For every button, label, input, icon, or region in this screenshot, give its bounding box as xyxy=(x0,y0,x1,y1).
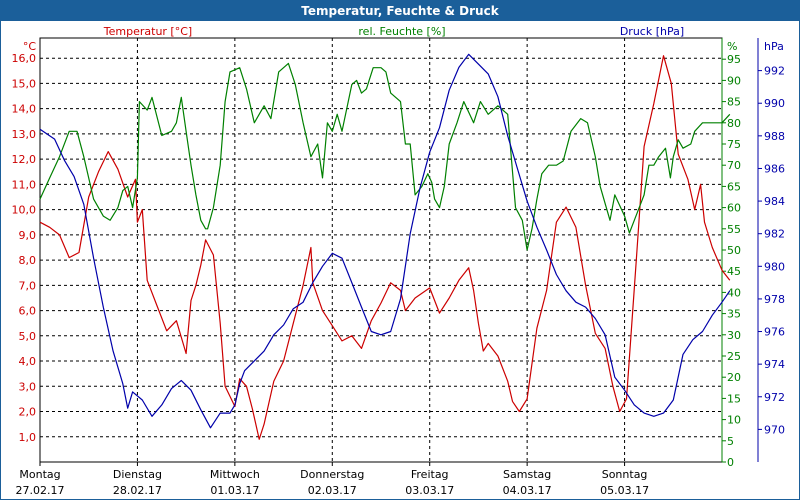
pressure-tick-label: 988 xyxy=(764,130,785,143)
temperature-tick-label: 4,0 xyxy=(19,355,37,368)
humidity-tick-label: 60 xyxy=(727,202,741,215)
legend-label-humidity: rel. Feuchte [%] xyxy=(358,25,445,38)
humidity-tick-label: 70 xyxy=(727,159,741,172)
pressure-axis-unit: hPa xyxy=(764,40,784,53)
humidity-tick-label: 90 xyxy=(727,74,741,87)
series-line-humidity xyxy=(39,62,731,251)
x-tick-day-label: Freitag xyxy=(411,468,449,481)
pressure-tick-label: 972 xyxy=(764,391,785,404)
humidity-tick-label: 65 xyxy=(727,180,741,193)
temperature-tick-label: 8,0 xyxy=(19,254,37,267)
humidity-tick-label: 30 xyxy=(727,329,741,342)
pressure-tick-label: 992 xyxy=(764,65,785,78)
humidity-tick-label: 5 xyxy=(727,435,734,448)
humidity-tick-label: 35 xyxy=(727,308,741,321)
x-tick-day-label: Donnerstag xyxy=(300,468,364,481)
x-tick-day-label: Dienstag xyxy=(113,468,162,481)
temperature-tick-label: 7,0 xyxy=(19,279,37,292)
x-tick-date-label: 01.03.17 xyxy=(210,484,259,497)
humidity-axis-unit: % xyxy=(727,40,737,53)
series-line-pressure xyxy=(39,53,731,429)
pressure-tick-label: 978 xyxy=(764,293,785,306)
x-tick-date-label: 04.03.17 xyxy=(503,484,552,497)
pressure-tick-label: 984 xyxy=(764,195,785,208)
temperature-tick-label: 3,0 xyxy=(19,380,37,393)
x-tick-date-label: 27.02.17 xyxy=(16,484,65,497)
temperature-tick-label: 1,0 xyxy=(19,431,37,444)
x-tick-date-label: 02.03.17 xyxy=(308,484,357,497)
temperature-tick-label: 15,0 xyxy=(12,77,37,90)
temperature-tick-label: 10,0 xyxy=(12,204,37,217)
window-title: Temperatur, Feuchte & Druck xyxy=(1,1,799,21)
humidity-tick-label: 40 xyxy=(727,286,741,299)
humidity-tick-label: 75 xyxy=(727,138,741,151)
x-tick-date-label: 03.03.17 xyxy=(405,484,454,497)
temperature-tick-label: 6,0 xyxy=(19,305,37,318)
x-tick-day-label: Sonntag xyxy=(602,468,648,481)
pressure-tick-label: 986 xyxy=(764,162,785,175)
humidity-tick-label: 80 xyxy=(727,117,741,130)
temperature-tick-label: 12,0 xyxy=(12,153,37,166)
x-tick-date-label: 05.03.17 xyxy=(600,484,649,497)
pressure-tick-label: 976 xyxy=(764,326,785,339)
humidity-tick-label: 0 xyxy=(727,456,734,469)
pressure-tick-label: 980 xyxy=(764,260,785,273)
temperature-tick-label: 16,0 xyxy=(12,52,37,65)
humidity-tick-label: 20 xyxy=(727,371,741,384)
legend-label-temperature: Temperatur [°C] xyxy=(103,25,192,38)
temperature-axis-unit: °C xyxy=(23,40,37,53)
humidity-tick-label: 15 xyxy=(727,392,741,405)
pressure-tick-label: 982 xyxy=(764,228,785,241)
temperature-tick-label: 11,0 xyxy=(12,178,37,191)
pressure-tick-label: 990 xyxy=(764,97,785,110)
humidity-tick-label: 55 xyxy=(727,223,741,236)
humidity-tick-label: 50 xyxy=(727,244,741,257)
x-tick-day-label: Montag xyxy=(19,468,60,481)
temperature-tick-label: 14,0 xyxy=(12,103,37,116)
temperature-tick-label: 5,0 xyxy=(19,330,37,343)
pressure-tick-label: 970 xyxy=(764,423,785,436)
temperature-tick-label: 13,0 xyxy=(12,128,37,141)
humidity-tick-label: 10 xyxy=(727,414,741,427)
humidity-tick-label: 95 xyxy=(727,53,741,66)
pressure-tick-label: 974 xyxy=(764,358,785,371)
humidity-tick-label: 45 xyxy=(727,265,741,278)
x-tick-day-label: Samstag xyxy=(503,468,551,481)
x-tick-day-label: Mittwoch xyxy=(210,468,260,481)
x-tick-date-label: 28.02.17 xyxy=(113,484,162,497)
temperature-tick-label: 9,0 xyxy=(19,229,37,242)
series-line-temperature xyxy=(39,55,731,440)
humidity-tick-label: 85 xyxy=(727,96,741,109)
plot-area-border xyxy=(39,37,723,463)
temperature-tick-label: 2,0 xyxy=(19,406,37,419)
humidity-tick-label: 25 xyxy=(727,350,741,363)
legend-label-pressure: Druck [hPa] xyxy=(620,25,684,38)
